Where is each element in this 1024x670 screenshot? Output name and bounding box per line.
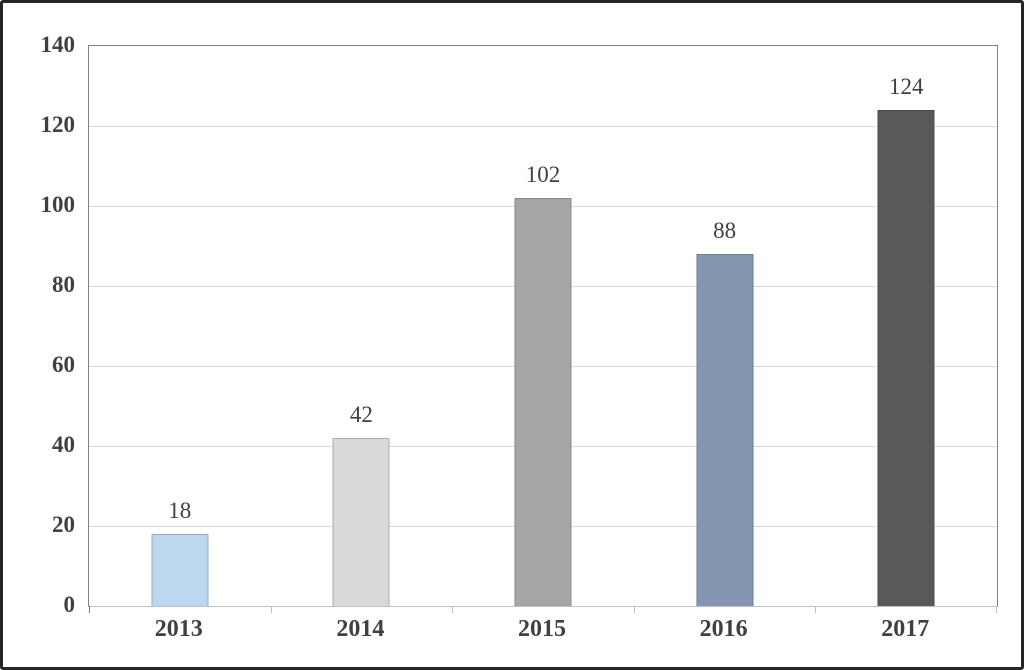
x-tick-label-2016: 2016 xyxy=(699,616,748,642)
x-axis-tick-mark xyxy=(815,606,816,613)
x-axis-tick-mark xyxy=(271,606,272,613)
plot-area: 18 42 102 88 124 xyxy=(88,45,998,613)
gridline xyxy=(89,126,997,127)
y-tick-label: 80 xyxy=(52,272,75,298)
bar-data-label: 124 xyxy=(888,74,924,99)
x-axis-tick-mark xyxy=(996,606,997,613)
y-tick-label: 60 xyxy=(52,352,75,378)
bar-data-label: 18 xyxy=(168,498,192,523)
x-tick-label-2017: 2017 xyxy=(881,616,930,642)
bar-2017 xyxy=(877,110,935,606)
y-tick-label: 0 xyxy=(63,592,76,618)
bar-2015 xyxy=(514,198,572,606)
x-axis-tick-mark xyxy=(452,606,453,613)
bar-2016 xyxy=(696,254,754,606)
bar-data-label: 88 xyxy=(713,218,737,243)
y-tick-label: 120 xyxy=(40,112,76,138)
bar-data-label: 102 xyxy=(525,162,561,187)
x-axis-tick-mark xyxy=(89,606,90,613)
y-tick-label: 20 xyxy=(52,512,75,538)
bar-2014 xyxy=(332,438,390,606)
x-axis-labels: 2013 2014 2015 2016 2017 xyxy=(88,617,996,653)
x-axis-tick-mark xyxy=(634,606,635,613)
y-tick-label: 140 xyxy=(40,32,76,58)
y-axis-labels: 0 20 40 60 80 100 120 140 xyxy=(3,33,76,616)
y-tick-label: 100 xyxy=(40,192,76,218)
x-tick-label-2015: 2015 xyxy=(518,616,566,642)
y-tick-label: 40 xyxy=(52,432,75,458)
bar-data-label: 42 xyxy=(349,402,373,427)
x-tick-label-2014: 2014 xyxy=(336,616,385,642)
bar-2013 xyxy=(151,534,209,606)
x-tick-label-2013: 2013 xyxy=(154,616,203,642)
